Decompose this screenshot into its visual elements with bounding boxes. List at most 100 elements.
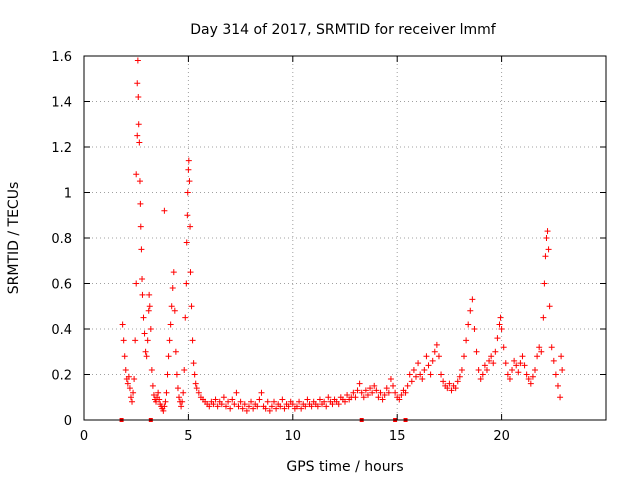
data-point: [296, 398, 303, 405]
data-point: [262, 405, 269, 412]
data-point: [325, 394, 332, 401]
data-point: [356, 380, 363, 387]
data-point: [124, 380, 131, 387]
data-point: [243, 407, 250, 414]
data-point: [121, 353, 128, 360]
x-axis-label: GPS time / hours: [286, 459, 403, 475]
data-point: [438, 371, 445, 378]
y-tick-label: 0.2: [51, 369, 72, 384]
data-point: [156, 396, 163, 403]
data-point: [402, 389, 409, 396]
data-point: [335, 401, 342, 408]
data-point: [494, 335, 501, 342]
data-point: [171, 307, 178, 314]
data-point: [456, 373, 463, 380]
data-point: [406, 371, 413, 378]
data-point: [559, 366, 566, 373]
data-point: [180, 389, 187, 396]
data-point: [477, 376, 484, 383]
data-point: [435, 353, 442, 360]
data-point: [387, 376, 394, 383]
data-point: [285, 403, 292, 410]
data-point: [369, 389, 376, 396]
data-point: [231, 401, 238, 408]
data-point: [304, 396, 311, 403]
data-point: [164, 371, 171, 378]
x-tick-labels: 0 5 10 15 20: [80, 429, 510, 444]
data-point: [188, 303, 195, 310]
data-point: [182, 314, 189, 321]
data-point: [511, 357, 518, 364]
data-point: [184, 212, 191, 219]
data-point: [479, 371, 486, 378]
data-point: [392, 389, 399, 396]
data-point: [122, 366, 129, 373]
data-point: [181, 366, 188, 373]
data-point: [187, 223, 194, 230]
data-point: [119, 321, 126, 328]
data-point: [131, 376, 138, 383]
data-point: [367, 385, 374, 392]
data-point: [534, 353, 541, 360]
data-point: [277, 403, 284, 410]
data-point: [421, 366, 428, 373]
data-point: [358, 389, 365, 396]
data-point: [412, 373, 419, 380]
data-point: [554, 382, 561, 389]
data-point: [268, 403, 275, 410]
data-point: [229, 396, 236, 403]
data-point: [212, 396, 219, 403]
data-point: [174, 385, 181, 392]
data-point: [162, 398, 169, 405]
data-point: [502, 360, 509, 367]
y-tick-label: 0.8: [51, 232, 72, 247]
data-point: [135, 93, 142, 100]
data-point: [289, 401, 296, 408]
data-point: [536, 344, 543, 351]
data-point: [548, 344, 555, 351]
y-tick-label: 1.6: [51, 50, 72, 65]
data-point: [210, 401, 217, 408]
data-point: [483, 366, 490, 373]
data-point: [168, 303, 175, 310]
data-point: [134, 57, 141, 64]
data-point: [239, 405, 246, 412]
data-point: [160, 407, 167, 414]
data-point: [185, 166, 192, 173]
data-point: [540, 314, 547, 321]
data-point: [302, 403, 309, 410]
data-point: [279, 396, 286, 403]
data-point: [142, 348, 149, 355]
grid-lines: [84, 56, 606, 420]
data-point: [431, 348, 438, 355]
data-point: [550, 357, 557, 364]
data-point: [525, 376, 532, 383]
data-point: [352, 394, 359, 401]
x-tick-label: 15: [389, 429, 406, 444]
data-point: [486, 357, 493, 364]
data-point: [149, 382, 156, 389]
data-point: [130, 389, 137, 396]
data-point: [471, 326, 478, 332]
data-point: [527, 380, 534, 387]
data-point: [185, 157, 192, 164]
data-point: [135, 121, 142, 128]
data-point: [148, 366, 155, 373]
data-point: [186, 178, 193, 185]
data-point: [169, 285, 176, 292]
data-point: [444, 385, 451, 392]
data-point: [176, 394, 183, 401]
data-point: [308, 403, 315, 410]
data-point: [440, 378, 447, 385]
x-tick-label: 20: [493, 429, 510, 444]
data-point: [172, 348, 179, 355]
data-point: [504, 371, 511, 378]
data-point: [206, 403, 213, 410]
data-point: [552, 371, 559, 378]
data-point: [137, 223, 144, 230]
data-point: [497, 314, 504, 321]
data-point: [314, 403, 321, 410]
data-point: [254, 403, 261, 410]
data-point: [227, 405, 234, 412]
data-point: [218, 401, 225, 408]
